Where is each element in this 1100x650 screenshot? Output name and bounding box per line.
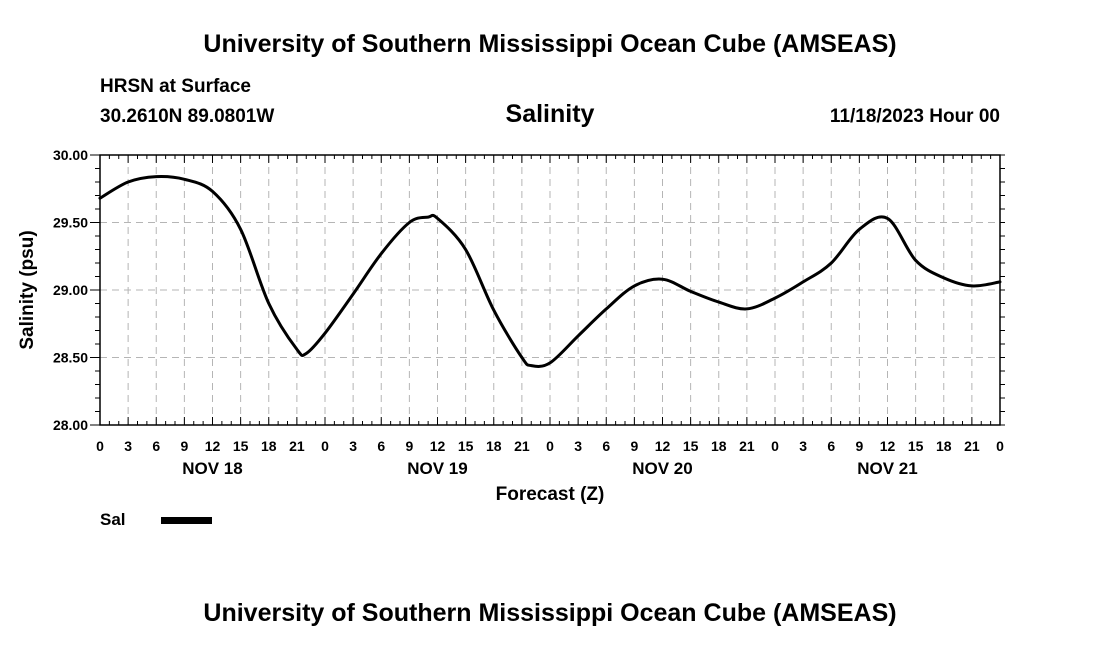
forecast-date-label: 11/18/2023 Hour 00: [829, 106, 1000, 127]
x-tick-label: 12: [880, 438, 896, 454]
x-tick-label: 0: [771, 438, 779, 454]
x-tick-label: 21: [514, 438, 530, 454]
x-tick-label: 3: [349, 438, 357, 454]
y-tick-label: 30.00: [53, 147, 88, 163]
y-tick-label: 29.50: [53, 215, 88, 231]
x-tick-label: 9: [180, 438, 188, 454]
chart-title: Salinity: [505, 100, 595, 128]
x-tick-label: 0: [546, 438, 554, 454]
y-tick-label: 28.50: [53, 350, 88, 366]
day-label: NOV 20: [632, 459, 692, 478]
x-tick-label: 21: [964, 438, 980, 454]
page-title: University of Southern Mississippi Ocean…: [203, 30, 897, 58]
x-tick-label: 18: [261, 438, 277, 454]
x-tick-label: 12: [430, 438, 446, 454]
y-tick-label: 28.00: [53, 417, 88, 433]
x-tick-label: 12: [655, 438, 671, 454]
x-tick-label: 15: [908, 438, 924, 454]
x-tick-label: 18: [486, 438, 502, 454]
x-tick-label: 0: [96, 438, 104, 454]
x-tick-label: 12: [205, 438, 221, 454]
x-tick-label: 3: [574, 438, 582, 454]
x-tick-label: 3: [799, 438, 807, 454]
day-label: NOV 18: [182, 459, 242, 478]
x-tick-label: 18: [711, 438, 727, 454]
x-tick-label: 0: [996, 438, 1004, 454]
x-tick-label: 9: [630, 438, 638, 454]
x-tick-label: 6: [377, 438, 385, 454]
x-tick-label: 6: [152, 438, 160, 454]
y-tick-label: 29.00: [53, 282, 88, 298]
x-tick-label: 9: [855, 438, 863, 454]
legend-label: Sal: [100, 510, 126, 529]
legend-swatch: [161, 517, 212, 524]
x-tick-label: 15: [683, 438, 699, 454]
y-axis-title: Salinity (psu): [17, 230, 38, 349]
day-label: NOV 21: [857, 459, 917, 478]
x-tick-label: 9: [405, 438, 413, 454]
x-tick-label: 18: [936, 438, 952, 454]
x-axis-title: Forecast (Z): [496, 484, 605, 505]
coordinates-label: 30.2610N 89.0801W: [100, 106, 275, 127]
x-tick-label: 0: [321, 438, 329, 454]
x-tick-label: 6: [602, 438, 610, 454]
station-label: HRSN at Surface: [100, 76, 251, 97]
day-label: NOV 19: [407, 459, 467, 478]
x-tick-label: 21: [289, 438, 305, 454]
footer-title: University of Southern Mississippi Ocean…: [203, 599, 897, 627]
x-tick-label: 6: [827, 438, 835, 454]
series-line-sal: [98, 174, 1002, 368]
x-tick-label: 15: [233, 438, 249, 454]
x-tick-label: 15: [458, 438, 474, 454]
x-tick-label: 21: [739, 438, 755, 454]
x-tick-label: 3: [124, 438, 132, 454]
